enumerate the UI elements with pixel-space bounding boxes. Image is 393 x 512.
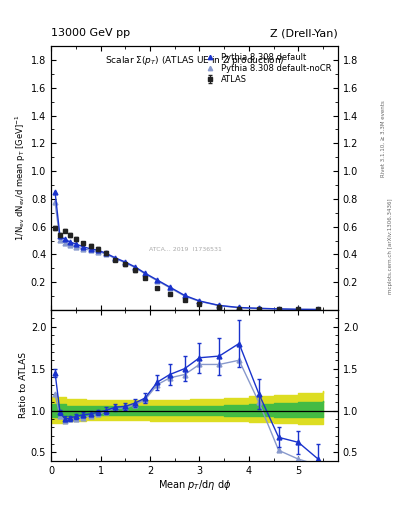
Pythia 8.308 default [103, 250, 108, 256]
Pythia 8.308 default-noCR [296, 306, 301, 312]
Text: Scalar $\Sigma(p_T)$ (ATLAS UE in Z production): Scalar $\Sigma(p_T)$ (ATLAS UE in Z prod… [105, 54, 284, 67]
Pythia 8.308 default-noCR [182, 293, 187, 299]
Legend: Pythia 8.308 default, Pythia 8.308 default-noCR, ATLAS: Pythia 8.308 default, Pythia 8.308 defau… [200, 50, 334, 87]
Pythia 8.308 default-noCR [143, 271, 147, 277]
Text: 13000 GeV pp: 13000 GeV pp [51, 28, 130, 38]
Pythia 8.308 default-noCR [237, 305, 241, 311]
Pythia 8.308 default [133, 264, 138, 270]
Pythia 8.308 default-noCR [123, 260, 128, 266]
Pythia 8.308 default [81, 244, 86, 250]
Y-axis label: 1/N$_{\rm ev}$ dN$_{\rm ev}$/d mean p$_{\rm T}$ [GeV]$^{-1}$: 1/N$_{\rm ev}$ dN$_{\rm ev}$/d mean p$_{… [14, 115, 28, 241]
Pythia 8.308 default [167, 284, 172, 290]
Pythia 8.308 default [68, 239, 72, 245]
Pythia 8.308 default-noCR [53, 199, 57, 205]
Pythia 8.308 default-noCR [81, 246, 86, 252]
Pythia 8.308 default [257, 305, 261, 311]
Pythia 8.308 default [88, 246, 93, 252]
Pythia 8.308 default [316, 306, 321, 312]
Pythia 8.308 default [73, 241, 78, 247]
Pythia 8.308 default [96, 247, 101, 253]
Line: Pythia 8.308 default: Pythia 8.308 default [53, 189, 321, 312]
Pythia 8.308 default [237, 305, 241, 311]
Pythia 8.308 default-noCR [133, 265, 138, 271]
Pythia 8.308 default-noCR [96, 249, 101, 255]
Pythia 8.308 default [58, 233, 62, 240]
X-axis label: Mean $p_T$/d$\eta$ d$\phi$: Mean $p_T$/d$\eta$ d$\phi$ [158, 478, 231, 493]
Text: mcplots.cern.ch [arXiv:1306.3436]: mcplots.cern.ch [arXiv:1306.3436] [388, 198, 393, 293]
Pythia 8.308 default-noCR [113, 255, 118, 262]
Pythia 8.308 default [113, 255, 118, 261]
Pythia 8.308 default [197, 298, 202, 304]
Pythia 8.308 default [276, 306, 281, 312]
Pythia 8.308 default-noCR [276, 306, 281, 312]
Pythia 8.308 default [53, 189, 57, 195]
Pythia 8.308 default-noCR [73, 244, 78, 250]
Y-axis label: Ratio to ATLAS: Ratio to ATLAS [19, 352, 28, 418]
Pythia 8.308 default [143, 270, 147, 276]
Pythia 8.308 default-noCR [167, 285, 172, 291]
Pythia 8.308 default [217, 303, 222, 309]
Pythia 8.308 default [155, 277, 160, 283]
Pythia 8.308 default-noCR [217, 303, 222, 309]
Pythia 8.308 default-noCR [197, 298, 202, 305]
Pythia 8.308 default [182, 292, 187, 298]
Pythia 8.308 default [123, 259, 128, 265]
Pythia 8.308 default [62, 236, 67, 242]
Pythia 8.308 default-noCR [316, 307, 321, 313]
Text: Rivet 3.1.10, ≥ 3.3M events: Rivet 3.1.10, ≥ 3.3M events [381, 100, 386, 177]
Text: Z (Drell-Yan): Z (Drell-Yan) [270, 28, 338, 38]
Text: ATCA... 2019  I1736531: ATCA... 2019 I1736531 [149, 247, 222, 252]
Pythia 8.308 default [296, 306, 301, 312]
Pythia 8.308 default-noCR [68, 242, 72, 248]
Line: Pythia 8.308 default-noCR: Pythia 8.308 default-noCR [53, 200, 321, 312]
Pythia 8.308 default-noCR [103, 251, 108, 257]
Pythia 8.308 default-noCR [62, 240, 67, 246]
Pythia 8.308 default-noCR [257, 305, 261, 311]
Pythia 8.308 default-noCR [88, 247, 93, 253]
Pythia 8.308 default-noCR [155, 278, 160, 284]
Pythia 8.308 default-noCR [58, 237, 62, 243]
